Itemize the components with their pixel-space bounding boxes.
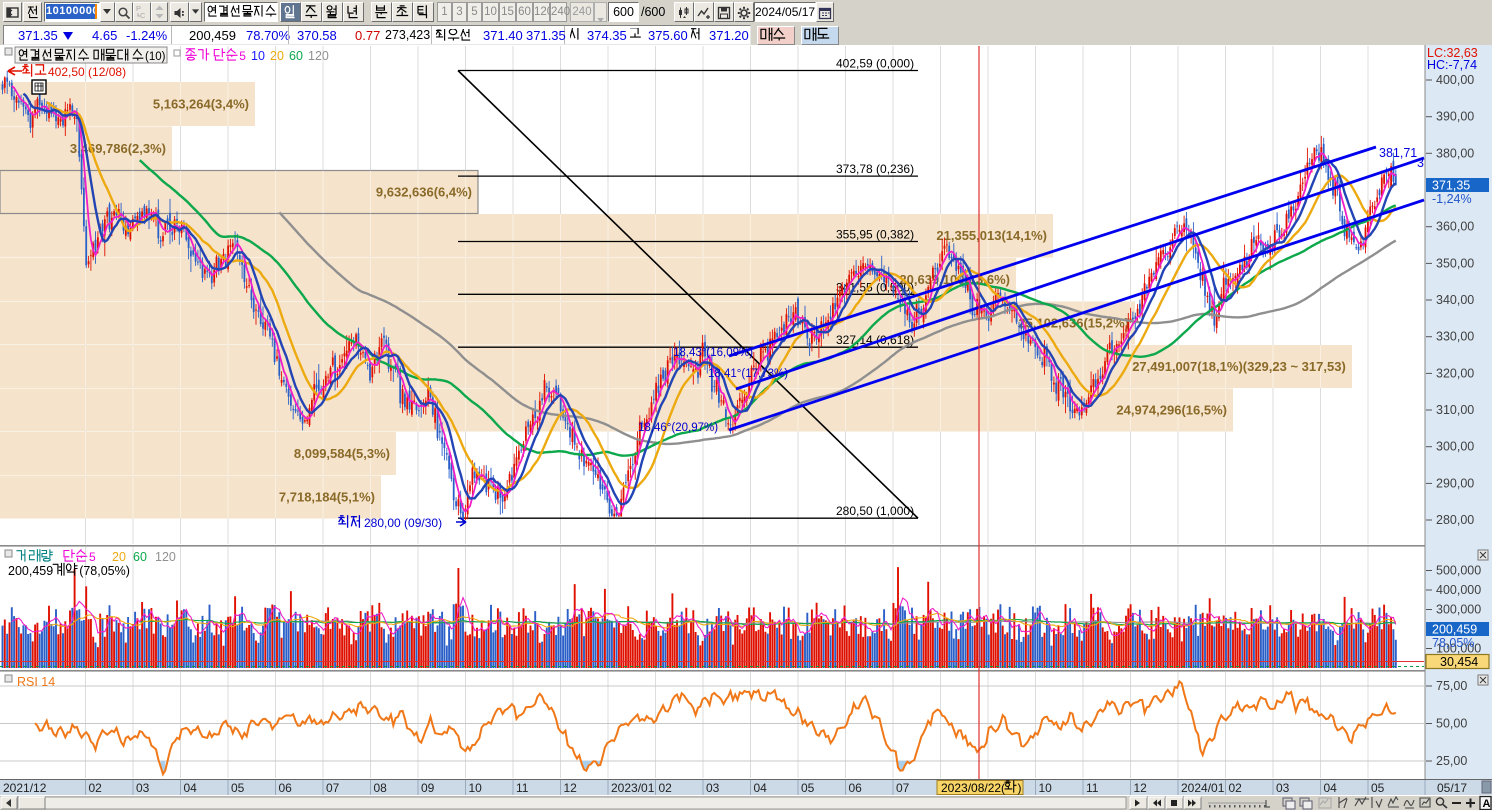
svg-text:100,000: 100,000 — [1436, 642, 1481, 656]
svg-text:330,00: 330,00 — [1436, 330, 1474, 344]
svg-text:350,00: 350,00 — [1436, 256, 1474, 270]
svg-text:09: 09 — [421, 781, 435, 795]
svg-text:20: 20 — [270, 49, 284, 63]
svg-text:02: 02 — [1229, 781, 1243, 795]
svg-text:402,50 (12/08): 402,50 (12/08) — [48, 65, 126, 79]
svg-text:200,459: 200,459 — [1432, 623, 1477, 637]
svg-text:320,00: 320,00 — [1436, 366, 1474, 380]
svg-text:340,00: 340,00 — [1436, 293, 1474, 307]
svg-text:21,355,013(14,1%): 21,355,013(14,1%) — [936, 228, 1047, 243]
svg-text:390,00: 390,00 — [1436, 110, 1474, 124]
svg-text:355,95 (0,382): 355,95 (0,382) — [836, 228, 914, 242]
svg-text:05: 05 — [231, 781, 245, 795]
svg-text:402,59 (0,000): 402,59 (0,000) — [836, 57, 914, 71]
svg-text:A: A — [1483, 798, 1491, 810]
svg-text:5: 5 — [239, 49, 246, 63]
svg-text:500,000: 500,000 — [1436, 564, 1481, 578]
svg-text:8,099,584(5,3%): 8,099,584(5,3%) — [294, 446, 390, 461]
svg-text:10: 10 — [1039, 781, 1053, 795]
svg-text:18,43°(16,09%): 18,43°(16,09%) — [673, 347, 753, 359]
svg-text:03: 03 — [136, 781, 150, 795]
svg-text:120: 120 — [308, 49, 329, 63]
svg-text:05: 05 — [1371, 781, 1385, 795]
svg-text:11: 11 — [1086, 781, 1099, 795]
svg-text:5: 5 — [89, 550, 96, 564]
svg-text:78,05%: 78,05% — [1432, 636, 1474, 650]
svg-text:25,102,636(15,2%): 25,102,636(15,2%) — [1018, 316, 1129, 331]
svg-text:300,000: 300,000 — [1436, 603, 1481, 617]
svg-text:200,459: 200,459 — [8, 564, 53, 578]
svg-text:27,491,007(18,1%)(329,23 ~ 317: 27,491,007(18,1%)(329,23 ~ 317,53) — [1132, 359, 1346, 374]
svg-text:7,718,184(5,1%): 7,718,184(5,1%) — [279, 490, 375, 505]
svg-text:290,00: 290,00 — [1436, 476, 1474, 490]
svg-text:120: 120 — [155, 550, 176, 564]
svg-text:2024/01: 2024/01 — [1181, 781, 1225, 795]
svg-text:RSI 14: RSI 14 — [17, 675, 55, 689]
svg-text:2021/12: 2021/12 — [3, 781, 47, 795]
svg-text:20: 20 — [112, 550, 126, 564]
svg-text:75,00: 75,00 — [1436, 679, 1467, 693]
svg-text:06: 06 — [849, 781, 863, 795]
svg-text:18,46°(20,97%): 18,46°(20,97%) — [638, 422, 718, 434]
svg-text:02: 02 — [659, 781, 673, 795]
svg-text:04: 04 — [754, 781, 768, 795]
svg-text:): ) — [1018, 781, 1022, 795]
svg-text:07: 07 — [326, 781, 340, 795]
svg-text:2023/08/22(: 2023/08/22( — [941, 781, 1005, 795]
svg-text:HC:-7,74: HC:-7,74 — [1427, 58, 1477, 72]
svg-text:60: 60 — [133, 550, 147, 564]
svg-text:07: 07 — [896, 781, 910, 795]
svg-text:03: 03 — [1276, 781, 1290, 795]
svg-text:327,14 (0,618): 327,14 (0,618) — [836, 333, 914, 347]
svg-text:30,454: 30,454 — [1440, 655, 1478, 669]
svg-text:03: 03 — [706, 781, 720, 795]
svg-text:05/17: 05/17 — [1437, 781, 1467, 795]
svg-text:280,00 (09/30): 280,00 (09/30) — [364, 516, 442, 530]
svg-text:05: 05 — [801, 781, 815, 795]
svg-text:04: 04 — [1324, 781, 1338, 795]
svg-text:373,78 (0,236): 373,78 (0,236) — [836, 162, 914, 176]
svg-text:360,00: 360,00 — [1436, 220, 1474, 234]
svg-text:08: 08 — [374, 781, 388, 795]
svg-text:24,974,296(16,5%): 24,974,296(16,5%) — [1116, 403, 1227, 418]
svg-text:300,00: 300,00 — [1436, 440, 1474, 454]
svg-text:18,41°(17,73%): 18,41°(17,73%) — [708, 368, 788, 380]
svg-text:310,00: 310,00 — [1436, 403, 1474, 417]
svg-text:06: 06 — [279, 781, 293, 795]
svg-text:20,639,100(13,6%): 20,639,100(13,6%) — [899, 272, 1010, 287]
svg-text:280,00: 280,00 — [1436, 513, 1474, 527]
svg-text:60: 60 — [289, 49, 303, 63]
svg-text:LC:32,63: LC:32,63 — [1427, 46, 1478, 60]
svg-text:12: 12 — [1134, 781, 1148, 795]
svg-text:380,00: 380,00 — [1436, 146, 1474, 160]
svg-text:-1,24%: -1,24% — [1432, 192, 1472, 206]
svg-text:C: C — [140, 11, 146, 20]
svg-text:25,00: 25,00 — [1436, 754, 1467, 768]
svg-text:02: 02 — [89, 781, 103, 795]
svg-text:400,00: 400,00 — [1436, 73, 1474, 87]
svg-text:381,71: 381,71 — [1379, 146, 1417, 160]
svg-text:10: 10 — [469, 781, 483, 795]
svg-text:280,50 (1,000): 280,50 (1,000) — [836, 504, 914, 518]
svg-text:10: 10 — [251, 49, 265, 63]
svg-text:371,35: 371,35 — [1432, 179, 1470, 193]
svg-text:50,00: 50,00 — [1436, 717, 1467, 731]
svg-text:400,000: 400,000 — [1436, 583, 1481, 597]
svg-text:04: 04 — [184, 781, 198, 795]
svg-text:12: 12 — [564, 781, 578, 795]
svg-text:5,163,264(3,4%): 5,163,264(3,4%) — [153, 97, 249, 112]
svg-text:3: 3 — [1417, 156, 1424, 170]
svg-text:(10): (10) — [145, 51, 166, 63]
svg-text:11: 11 — [516, 781, 529, 795]
svg-text:2023/01: 2023/01 — [611, 781, 655, 795]
svg-text:P: P — [136, 4, 141, 13]
svg-text:3,469,786(2,3%): 3,469,786(2,3%) — [70, 141, 166, 156]
svg-text:9,632,636(6,4%): 9,632,636(6,4%) — [376, 185, 472, 200]
svg-text:(78,05%): (78,05%) — [79, 564, 130, 578]
